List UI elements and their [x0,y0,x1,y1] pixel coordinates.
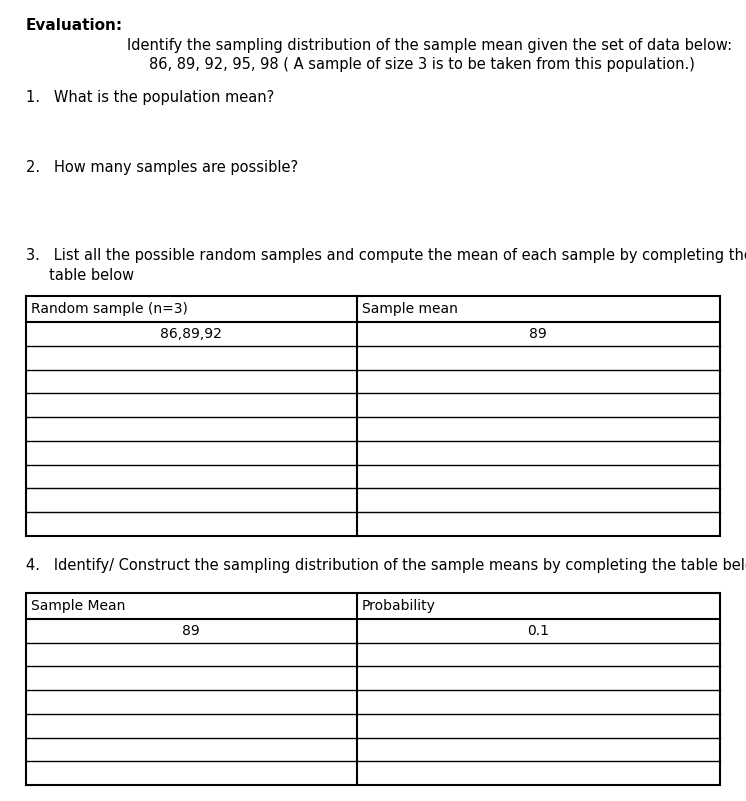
Text: 86,89,92: 86,89,92 [160,327,222,341]
Text: 89: 89 [530,327,547,341]
Text: 1.   What is the population mean?: 1. What is the population mean? [26,90,275,105]
Text: Sample mean: Sample mean [362,302,458,316]
Text: 86, 89, 92, 95, 98 ( A sample of size 3 is to be taken from this population.): 86, 89, 92, 95, 98 ( A sample of size 3 … [149,57,695,72]
Text: 4.   Identify/ Construct the sampling distribution of the sample means by comple: 4. Identify/ Construct the sampling dist… [26,558,746,573]
Text: Identify the sampling distribution of the sample mean given the set of data belo: Identify the sampling distribution of th… [127,38,732,53]
Text: Evaluation:: Evaluation: [26,18,123,33]
Text: Random sample (n=3): Random sample (n=3) [31,302,188,316]
Text: table below: table below [26,268,134,283]
Text: 0.1: 0.1 [527,624,549,638]
Text: Sample Mean: Sample Mean [31,599,126,613]
Text: 3.   List all the possible random samples and compute the mean of each sample by: 3. List all the possible random samples … [26,248,746,263]
Bar [26,593,720,785]
Text: 89: 89 [183,624,200,638]
Bar [26,296,720,536]
Text: Probability: Probability [362,599,436,613]
Text: 2.   How many samples are possible?: 2. How many samples are possible? [26,160,298,175]
